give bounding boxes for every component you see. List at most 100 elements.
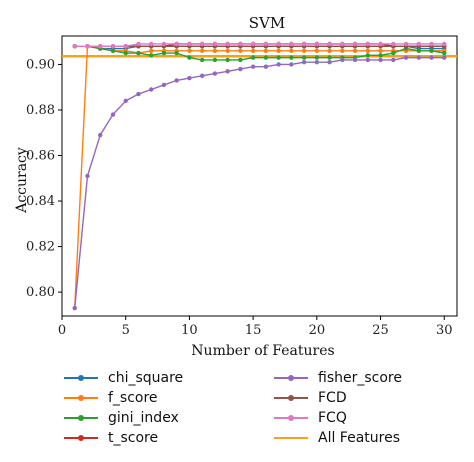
data-point-fisher-score (289, 62, 294, 67)
data-point-f-score (263, 48, 269, 53)
data-point-f-score (148, 48, 154, 53)
x-tick-label: 0 (58, 323, 66, 338)
data-point-fcq (340, 41, 345, 47)
data-point-fcq (416, 41, 421, 47)
legend-item-t-score: t_score (64, 428, 274, 448)
data-point-fisher-score (85, 173, 90, 179)
y-axis-title: Accuracy (14, 147, 30, 214)
data-point-fisher-score (403, 55, 409, 60)
data-point-gini-index (378, 53, 383, 58)
x-tick-label: 20 (309, 323, 326, 338)
data-point-gini-index (199, 57, 205, 63)
data-point-fisher-score (212, 71, 218, 76)
series-line-fisher-score (74, 56, 445, 309)
data-point-f-score (289, 48, 294, 53)
legend-swatch (274, 392, 308, 404)
data-point-gini-index (212, 57, 218, 63)
data-point-f-score (225, 48, 230, 53)
legend-swatch (64, 412, 98, 424)
x-tick-label: 15 (245, 323, 262, 338)
data-point-fcq (327, 41, 332, 47)
y-tick-label: 0.82 (26, 240, 55, 255)
data-point-f-score (250, 48, 256, 53)
data-point-fisher-score (187, 75, 192, 81)
x-tick-label: 10 (181, 323, 198, 338)
data-point-fcq (148, 41, 154, 47)
data-point-fisher-score (110, 112, 116, 117)
data-point-fcq (250, 41, 256, 47)
data-point-fcq (352, 41, 358, 47)
data-point-fisher-score (340, 57, 345, 63)
legend-swatch (274, 372, 308, 384)
data-point-gini-index (365, 53, 371, 58)
legend-item-chi-square: chi_square (64, 368, 274, 388)
data-point-f-score (187, 48, 192, 53)
data-point-fcq (110, 44, 116, 49)
data-point-fcq (314, 41, 320, 47)
data-point-fisher-score (148, 87, 154, 92)
data-point-fcq (212, 41, 218, 47)
data-point-gini-index (110, 48, 116, 53)
data-point-fisher-score (250, 64, 256, 69)
data-point-gini-index (416, 48, 421, 53)
data-point-fisher-score (136, 91, 141, 97)
data-point-f-score (301, 48, 307, 53)
data-point-fisher-score (378, 57, 383, 63)
data-point-gini-index (136, 50, 141, 56)
data-point-fcq (123, 44, 128, 49)
series-line-f-score (74, 45, 445, 309)
y-tick-label: 0.88 (26, 103, 55, 118)
data-point-fisher-score (352, 57, 358, 63)
data-point-gini-index (289, 55, 294, 60)
data-point-fcq (378, 41, 383, 47)
legend-item-f-score: f_score (64, 388, 274, 408)
x-tick-label: 30 (436, 323, 453, 338)
data-point-fisher-score (391, 57, 396, 63)
data-point-fcq (276, 41, 281, 47)
data-point-gini-index (250, 55, 256, 60)
legend-label: f_score (108, 390, 158, 406)
x-tick-label: 25 (372, 323, 389, 338)
data-point-fisher-score (238, 66, 243, 72)
data-point-fisher-score (365, 57, 371, 63)
legend-label: fisher_score (318, 370, 402, 386)
data-point-gini-index (442, 50, 447, 56)
data-point-gini-index (327, 55, 332, 60)
legend-swatch (274, 412, 308, 424)
legend-label: t_score (108, 430, 159, 446)
data-point-f-score (327, 48, 332, 53)
data-point-gini-index (174, 50, 179, 56)
legend-item-fisher-score: fisher_score (274, 368, 464, 388)
data-point-gini-index (301, 55, 307, 60)
data-point-fisher-score (263, 64, 269, 69)
data-point-f-score (314, 48, 320, 53)
data-point-gini-index (161, 50, 167, 56)
legend-label: chi_square (108, 370, 184, 386)
data-point-fcq (238, 41, 243, 47)
data-point-fisher-score (416, 55, 421, 60)
data-point-gini-index (314, 55, 320, 60)
data-point-fcq (301, 41, 307, 47)
data-point-f-score (378, 48, 383, 53)
data-point-fcq (263, 41, 269, 47)
data-point-fcq (161, 41, 167, 47)
data-point-f-score (352, 48, 358, 53)
data-point-fisher-score (442, 55, 447, 60)
data-point-gini-index (187, 55, 192, 60)
legend-label: gini_index (108, 410, 179, 426)
data-point-fcq (403, 41, 409, 47)
data-point-fisher-score (98, 132, 103, 138)
legend-item-fcq: FCQ (274, 408, 464, 428)
legend-label: All Features (318, 430, 401, 446)
x-axis-title: Number of Features (191, 343, 334, 359)
data-point-fcq (136, 41, 141, 47)
data-point-gini-index (263, 55, 269, 60)
y-tick-label: 0.80 (26, 285, 55, 300)
data-point-fisher-score (429, 55, 434, 60)
legend-label: FCQ (318, 410, 347, 426)
chart: SVM Accuracy Number of Features 0 5 10 15 20… (14, 14, 458, 359)
y-tick-label: 0.90 (26, 57, 55, 72)
data-point-fcq (199, 41, 205, 47)
data-point-fisher-score (327, 59, 332, 65)
data-point-gini-index (276, 55, 281, 60)
